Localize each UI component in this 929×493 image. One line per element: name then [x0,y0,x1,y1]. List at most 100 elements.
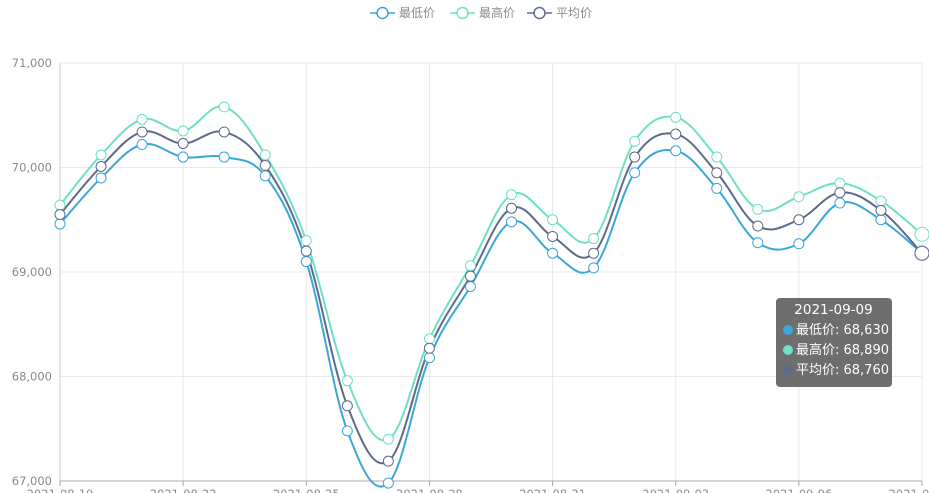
y-tick-label: 70,000 [12,161,52,175]
legend-label-high: 最高价 [479,5,515,20]
data-point-high [300,235,312,247]
y-tick-label: 69,000 [12,265,52,279]
data-point-high [218,101,230,113]
legend-marker-low [376,6,389,20]
data-point-avg [834,187,846,199]
data-point-high [54,199,66,211]
data-point-avg [914,245,929,261]
data-point-high [711,151,723,163]
data-point-high [752,203,764,215]
data-point-low [423,352,435,364]
data-point-avg [875,204,887,216]
data-point-low [382,477,394,489]
data-point-low [834,197,846,209]
data-point-avg [95,160,107,172]
tooltip-row-high: 最高价: 68,890 [783,341,889,361]
data-point-avg [547,230,559,242]
legend-label-low: 最低价 [399,6,435,20]
data-point-avg [711,167,723,179]
data-point-high [95,149,107,161]
x-tick-label: 2021-08-22 [150,487,217,493]
legend-label-avg: 平均价 [556,6,592,20]
tooltip-row-low: 最低价: 68,630 [783,321,889,341]
data-point-low [670,145,682,157]
tooltip-title: 2021-09-09 [794,302,873,318]
data-point-low [464,281,476,293]
y-tick-label: 68,000 [12,370,52,384]
data-point-high [382,433,394,445]
series-dot-high [783,345,793,355]
y-tick-label: 71,000 [12,56,52,70]
data-point-avg [588,247,600,259]
data-point-low [875,214,887,226]
data-point-low [54,218,66,230]
x-tick-label: 2021-08-28 [396,487,463,493]
x-tick-label: 2021-08-25 [273,487,340,493]
tooltip: 2021-09-09 最低价: 68,630 最高价: 68,890 平均价: … [776,298,892,387]
series-dot-avg [783,365,793,375]
data-point-avg [752,220,764,232]
x-tick-label: 2021-09-06 [765,487,832,493]
data-point-avg [506,202,518,214]
data-point-high [793,191,805,203]
data-point-high [177,125,189,137]
data-point-low [711,182,723,194]
legend-marker-avg [533,6,546,20]
x-tick-label: 2021-08-19 [27,487,94,493]
data-point-low [95,172,107,184]
data-point-high [629,135,641,147]
data-point-high [136,113,148,125]
x-tick-label: 2021-09-09 [889,487,929,493]
tooltip-avg-label: 平均价: 68,760 [796,363,889,378]
legend[interactable]: 最低价 最高价 平均价 [370,5,592,20]
data-point-avg [341,400,353,412]
x-tick-label: 2021-09-03 [642,487,709,493]
data-point-high [914,226,929,242]
data-point-low [588,262,600,274]
axes: 67,000 68,000 69,000 70,000 71,000 2021-08-19… [12,56,929,493]
tooltip-row-avg: 平均价: 68,760 [783,361,889,381]
data-point-low [218,151,230,163]
x-tick-label: 2021-08-31 [519,487,586,493]
data-point-high [423,333,435,345]
data-point-avg [177,137,189,149]
data-point-high [547,214,559,226]
data-point-high [341,375,353,387]
data-point-avg [629,151,641,163]
data-point-low [629,167,641,179]
data-point-high [259,149,271,161]
data-point-high [464,260,476,272]
data-point-low [136,139,148,151]
data-point-avg [218,126,230,138]
tooltip-high-label: 最高价: 68,890 [796,343,889,358]
data-point-avg [423,342,435,354]
data-point-avg [464,270,476,282]
data-point-low [177,151,189,163]
data-point-low [793,238,805,250]
data-point-avg [382,455,394,467]
data-point-avg [259,159,271,171]
legend-marker-high [456,6,469,20]
data-point-avg [670,128,682,140]
data-point-low [547,247,559,259]
tooltip-low-label: 最低价: 68,630 [796,323,889,338]
data-point-high [834,177,846,189]
series-line-high [59,105,923,442]
data-point-avg [136,126,148,138]
data-point-high [588,233,600,245]
data-point-high [506,189,518,201]
data-point-low [506,216,518,228]
grid-lines [59,62,923,482]
data-point-low [341,425,353,437]
series-lines [54,101,929,489]
y-tick-label: 67,000 [12,474,52,488]
data-point-high [670,111,682,123]
data-point-low [752,237,764,249]
data-point-low [259,170,271,182]
data-point-high [875,195,887,207]
data-point-avg [54,209,66,221]
data-point-avg [793,214,805,226]
series-dot-low [783,325,793,335]
data-point-low [300,256,312,268]
